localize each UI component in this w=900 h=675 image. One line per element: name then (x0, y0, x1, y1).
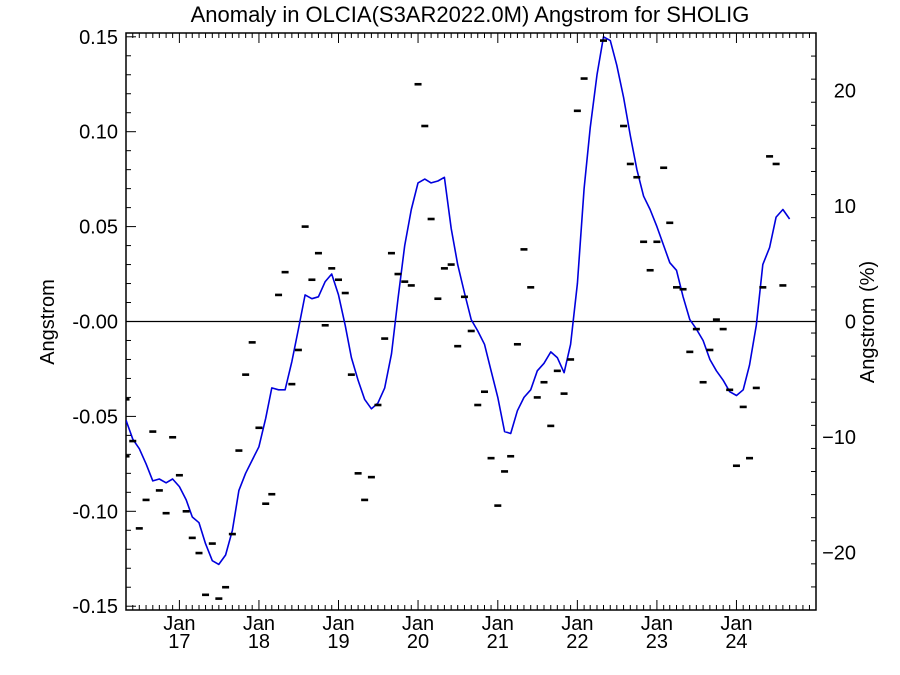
x-tick-label-month: Jan (641, 613, 673, 635)
y2-axis-label: Angstrom (%) (857, 261, 879, 383)
series-marker-layer (126, 39, 787, 600)
x-tick-label-month: Jan (561, 613, 593, 635)
x-tick-label-year: 24 (725, 631, 747, 653)
axis-layer: 0.15 0.10 0.05 -0.00 -0.05 -0.10 -0.15 20 10 0 −10… (72, 27, 856, 653)
y-tick-label: 0.15 (79, 27, 118, 49)
x-tick-label-year: 22 (566, 631, 588, 653)
y-tick-label: 0.05 (79, 217, 118, 239)
series-line-layer (126, 36, 791, 566)
x-tick-label-month: Jan (322, 613, 354, 635)
y-tick-label: 0.10 (79, 122, 118, 144)
y-tick-label: -0.00 (72, 312, 118, 334)
y2-tick-label: 0 (845, 312, 856, 334)
y-tick-label: -0.05 (72, 406, 118, 428)
y2-tick-label: 20 (834, 81, 856, 103)
y2-tick-label: −10 (822, 427, 856, 449)
x-tick-label-year: 21 (487, 631, 509, 653)
x-tick-label-year: 23 (646, 631, 668, 653)
series-line-1 (126, 36, 791, 566)
x-tick-label-month: Jan (243, 613, 275, 635)
y2-tick-label: 10 (834, 196, 856, 218)
x-tick-label-year: 17 (168, 631, 190, 653)
plot-frame-layer (125, 32, 817, 611)
x-tick-label-month: Jan (402, 613, 434, 635)
x-tick-label-month: Jan (720, 613, 752, 635)
x-tick-label-year: 19 (327, 631, 349, 653)
y2-tick-label: −20 (822, 542, 856, 564)
x-tick-label-month: Jan (482, 613, 514, 635)
y-tick-label: -0.10 (72, 501, 118, 523)
y-tick-label: -0.15 (72, 596, 118, 618)
chart-title: Anomaly in OLCIA(S3AR2022.0M) Angstrom f… (191, 2, 750, 27)
x-tick-label-month: Jan (163, 613, 195, 635)
x-tick-label-year: 18 (248, 631, 270, 653)
y-axis-label: Angstrom (37, 279, 59, 365)
x-tick-label-year: 20 (407, 631, 429, 653)
